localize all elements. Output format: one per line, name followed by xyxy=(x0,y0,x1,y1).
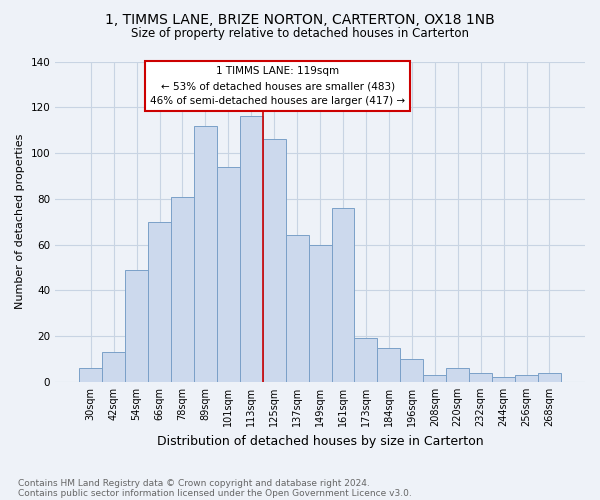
Bar xyxy=(538,373,561,382)
Bar xyxy=(332,208,355,382)
Bar xyxy=(400,359,423,382)
Bar xyxy=(79,368,102,382)
Text: 1 TIMMS LANE: 119sqm
← 53% of detached houses are smaller (483)
46% of semi-deta: 1 TIMMS LANE: 119sqm ← 53% of detached h… xyxy=(150,66,405,106)
Bar xyxy=(423,375,446,382)
Bar xyxy=(469,373,492,382)
Bar xyxy=(492,378,515,382)
Bar xyxy=(148,222,171,382)
Y-axis label: Number of detached properties: Number of detached properties xyxy=(15,134,25,310)
Bar xyxy=(217,167,240,382)
Bar xyxy=(355,338,377,382)
Text: Contains HM Land Registry data © Crown copyright and database right 2024.: Contains HM Land Registry data © Crown c… xyxy=(18,478,370,488)
Bar xyxy=(286,236,308,382)
Bar xyxy=(377,348,400,382)
X-axis label: Distribution of detached houses by size in Carterton: Distribution of detached houses by size … xyxy=(157,434,484,448)
Text: Contains public sector information licensed under the Open Government Licence v3: Contains public sector information licen… xyxy=(18,488,412,498)
Text: 1, TIMMS LANE, BRIZE NORTON, CARTERTON, OX18 1NB: 1, TIMMS LANE, BRIZE NORTON, CARTERTON, … xyxy=(105,12,495,26)
Bar xyxy=(515,375,538,382)
Bar xyxy=(125,270,148,382)
Bar xyxy=(446,368,469,382)
Text: Size of property relative to detached houses in Carterton: Size of property relative to detached ho… xyxy=(131,28,469,40)
Bar xyxy=(308,244,332,382)
Bar xyxy=(171,196,194,382)
Bar xyxy=(194,126,217,382)
Bar xyxy=(263,140,286,382)
Bar xyxy=(102,352,125,382)
Bar xyxy=(240,116,263,382)
